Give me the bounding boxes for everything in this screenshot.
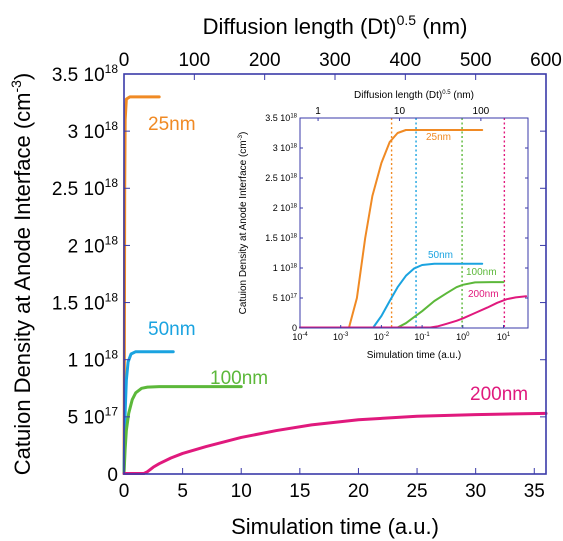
inset-y-tick-label: 1 1018 [273, 263, 298, 273]
main-y-tick-label: 1.5 1018 [52, 290, 119, 314]
main-x-tick-label: 15 [289, 481, 310, 502]
main-x-tick-label: 10 [231, 481, 252, 502]
inset-series-200nm [299, 295, 528, 329]
main-x-tick-label: 25 [406, 481, 427, 502]
main-x2-tick-label: 0 [119, 50, 130, 71]
main-y-tick-label: 0 [107, 465, 118, 486]
main-series-label-50nm: 50nm [148, 319, 196, 340]
inset-x-axis-title: Simulation time (a.u.) [367, 350, 461, 361]
main-series-200nm [122, 411, 548, 475]
inset-y-tick-label: 1.5 1018 [265, 233, 297, 243]
inset-y-tick-label: 5 1017 [273, 293, 298, 303]
main-x2-tick-label: 600 [530, 50, 562, 71]
main-x2-tick-label: 300 [319, 50, 351, 71]
inset-x-tick-label: 10-3 [333, 332, 349, 342]
main-x2-tick-label: 100 [178, 50, 210, 71]
inset-x-tick-label: 10-1 [414, 332, 430, 342]
main-x2-tick-label: 400 [389, 50, 421, 71]
main-y-tick-label: 2.5 1018 [52, 176, 119, 200]
inset-series-label-25nm: 25nm [426, 132, 451, 143]
main-x-tick-label: 35 [524, 481, 545, 502]
inset-y-tick-label: 2.5 1018 [265, 173, 297, 183]
inset-x2-axis-title: Diffusion length (Dt)0.5 (nm) [354, 90, 474, 101]
inset-plot-frame [299, 117, 529, 329]
main-series-50nm [122, 350, 175, 475]
inset-series-label-100nm: 100nm [466, 267, 497, 278]
main-y-tick-label: 3.5 1018 [52, 62, 119, 86]
main-series-label-100nm: 100nm [210, 368, 268, 389]
main-y-tick-label: 3 1018 [68, 119, 119, 143]
inset-x-tick-label: 100 [456, 332, 470, 342]
main-y-axis-title: Catuion Density at Anode Interface (cm-3… [8, 73, 35, 476]
main-x-tick-label: 0 [119, 481, 130, 502]
main-y-tick-label: 1 1018 [68, 348, 119, 372]
inset-series-label-200nm: 200nm [468, 289, 499, 300]
main-y-tick-label: 5 1017 [68, 405, 119, 429]
main-x2-tick-label: 500 [460, 50, 492, 71]
main-x2-axis-title: Diffusion length (Dt)0.5 (nm) [203, 12, 468, 39]
main-x-tick-label: 30 [465, 481, 486, 502]
inset-x-tick-label: 10-2 [374, 332, 390, 342]
inset-series-50nm [299, 262, 484, 329]
main-x2-tick-label: 200 [249, 50, 281, 71]
inset-y-tick-label: 3.5 1018 [265, 113, 297, 123]
inset-y-tick-label: 3 1018 [273, 143, 298, 153]
inset-x2-tick-label: 1 [315, 106, 321, 117]
inset-series-25nm [299, 129, 484, 329]
main-y-tick-label: 2 1018 [68, 233, 119, 257]
inset-y-tick-label: 2 1018 [273, 203, 298, 213]
inset-x2-tick-label: 100 [473, 106, 490, 117]
inset-x-tick-label: 10-4 [292, 332, 308, 342]
main-x-tick-label: 20 [348, 481, 369, 502]
main-x-axis-title: Simulation time (a.u.) [231, 514, 439, 539]
inset-y-axis-title: Catuion Density at Anode Interface (cm-3… [238, 132, 249, 315]
inset-series-label-50nm: 50nm [428, 250, 453, 261]
inset-x-tick-label: 101 [497, 332, 511, 342]
inset-series-100nm [299, 281, 505, 329]
inset-y-tick-label: 0 [292, 323, 297, 333]
main-x-tick-label: 5 [177, 481, 188, 502]
main-series-label-25nm: 25nm [148, 114, 196, 135]
main-series-label-200nm: 200nm [470, 384, 528, 405]
main-series-100nm [122, 385, 243, 475]
inset-x2-tick-label: 10 [394, 106, 406, 117]
